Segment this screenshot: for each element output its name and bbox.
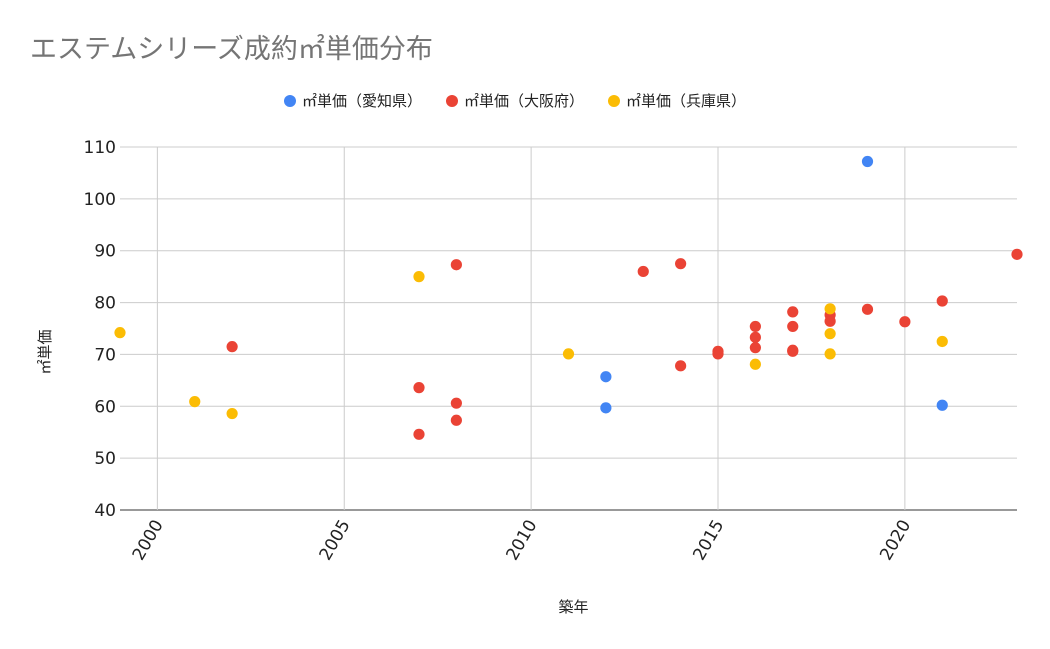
data-point <box>562 348 575 360</box>
data-point <box>824 328 836 340</box>
chart-title: エステムシリーズ成約㎡単価分布 <box>30 34 433 65</box>
data-point <box>637 265 649 278</box>
legend-marker <box>284 95 296 107</box>
legend-label: ㎡単価（大阪府） <box>464 92 584 110</box>
data-point <box>936 399 948 411</box>
data-point <box>787 345 799 357</box>
data-points <box>114 155 1023 440</box>
data-point <box>824 315 836 327</box>
legend-marker <box>608 95 620 107</box>
y-tick-label: 110 <box>84 138 116 158</box>
data-point <box>749 358 761 370</box>
data-point <box>226 407 238 420</box>
data-point <box>413 271 425 283</box>
data-point <box>675 258 687 270</box>
data-point <box>114 327 126 339</box>
data-point <box>824 303 836 315</box>
x-axis-label: 築年 <box>558 598 588 616</box>
data-point <box>712 348 724 360</box>
data-point <box>899 316 911 328</box>
x-tick-label: 2010 <box>503 517 542 564</box>
data-point <box>189 396 201 408</box>
x-tick-label: 2005 <box>316 517 355 564</box>
y-tick-label: 70 <box>94 345 116 365</box>
data-point <box>450 397 462 409</box>
data-point <box>787 306 799 318</box>
legend-item: ㎡単価（愛知県） <box>284 92 422 110</box>
legend: ㎡単価（愛知県） ㎡単価（大阪府） ㎡単価（兵庫県） <box>284 92 746 110</box>
y-axis-ticks: 40 50 60 70 80 90 100 110 <box>84 138 116 521</box>
data-point <box>413 382 425 394</box>
y-tick-label: 100 <box>84 190 116 210</box>
data-point <box>936 335 948 348</box>
y-tick-label: 90 <box>94 242 116 262</box>
data-point <box>749 342 761 354</box>
data-point <box>450 259 462 271</box>
legend-item: ㎡単価（兵庫県） <box>608 92 746 110</box>
y-tick-label: 80 <box>94 294 116 314</box>
data-point <box>600 371 612 383</box>
x-tick-label: 2000 <box>129 517 168 564</box>
data-point <box>226 341 238 353</box>
x-tick-label: 2015 <box>689 517 728 564</box>
data-point <box>450 414 462 426</box>
data-point <box>824 348 836 360</box>
data-point <box>936 295 948 307</box>
legend-marker <box>446 95 458 107</box>
data-point <box>675 360 687 372</box>
data-point <box>413 428 425 440</box>
y-axis-label: ㎡単価 <box>36 329 54 374</box>
x-axis-ticks: 2000 2005 2010 2015 2020 <box>129 517 915 564</box>
y-tick-label: 60 <box>94 397 116 417</box>
y-tick-label: 50 <box>94 449 116 469</box>
data-point <box>787 320 799 333</box>
gridlines <box>120 146 1017 511</box>
legend-label: ㎡単価（愛知県） <box>302 92 422 110</box>
data-point <box>1011 248 1023 260</box>
data-point <box>861 155 874 168</box>
data-point <box>861 303 874 315</box>
data-point <box>749 331 761 343</box>
legend-item: ㎡単価（大阪府） <box>446 92 584 110</box>
data-point <box>749 320 761 333</box>
legend-label: ㎡単価（兵庫県） <box>626 92 746 110</box>
data-point <box>600 402 612 414</box>
y-tick-label: 40 <box>94 501 116 521</box>
x-tick-label: 2020 <box>876 517 915 564</box>
